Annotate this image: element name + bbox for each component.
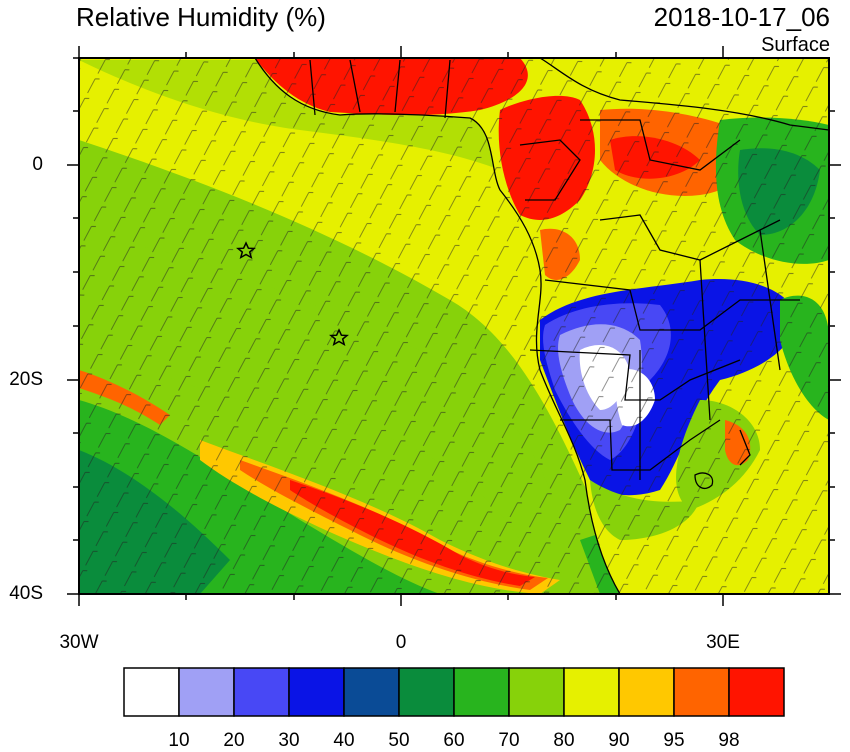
lon-label-30w: 30W <box>59 632 99 653</box>
colorbar-label: 40 <box>333 730 355 751</box>
colorbar-swatch <box>398 667 455 717</box>
lat-label-20s: 20S <box>9 369 43 390</box>
axis-ticks <box>67 46 841 606</box>
colorbar-swatch <box>563 667 620 717</box>
star-icon <box>236 241 256 260</box>
colorbar-swatch <box>728 667 785 717</box>
country-borders <box>254 58 829 594</box>
storm-markers <box>236 241 349 347</box>
colorbar-label: 50 <box>388 730 410 751</box>
colorbar-swatch <box>673 667 730 717</box>
colorbar <box>123 667 785 717</box>
colorbar-swatch <box>233 667 290 717</box>
colorbar-swatch <box>508 667 565 717</box>
map-title: Relative Humidity (%) <box>76 2 326 32</box>
colorbar-swatch <box>288 667 345 717</box>
colorbar-label: 30 <box>278 730 300 751</box>
colorbar-label: 95 <box>663 730 685 751</box>
colorbar-swatch <box>123 667 180 717</box>
lat-label-0: 0 <box>32 154 43 175</box>
colorbar-label: 10 <box>168 730 190 751</box>
lat-label-40s: 40S <box>9 583 43 604</box>
colorbar-label: 90 <box>608 730 630 751</box>
colorbar-label: 70 <box>498 730 520 751</box>
colorbar-swatch <box>618 667 675 717</box>
colorbar-label: 80 <box>553 730 575 751</box>
lon-label-0: 0 <box>395 632 407 653</box>
colorbar-label: 20 <box>223 730 245 751</box>
colorbar-swatch <box>178 667 235 717</box>
colorbar-label: 60 <box>443 730 465 751</box>
colorbar-swatch <box>453 667 510 717</box>
wind-barbs <box>79 58 829 594</box>
lon-label-30e: 30E <box>706 632 740 653</box>
level-label: Surface <box>761 34 830 56</box>
star-icon <box>329 328 349 347</box>
valid-time: 2018-10-17_06 <box>653 2 830 32</box>
colorbar-label: 98 <box>718 730 740 751</box>
colorbar-swatch <box>343 667 400 717</box>
